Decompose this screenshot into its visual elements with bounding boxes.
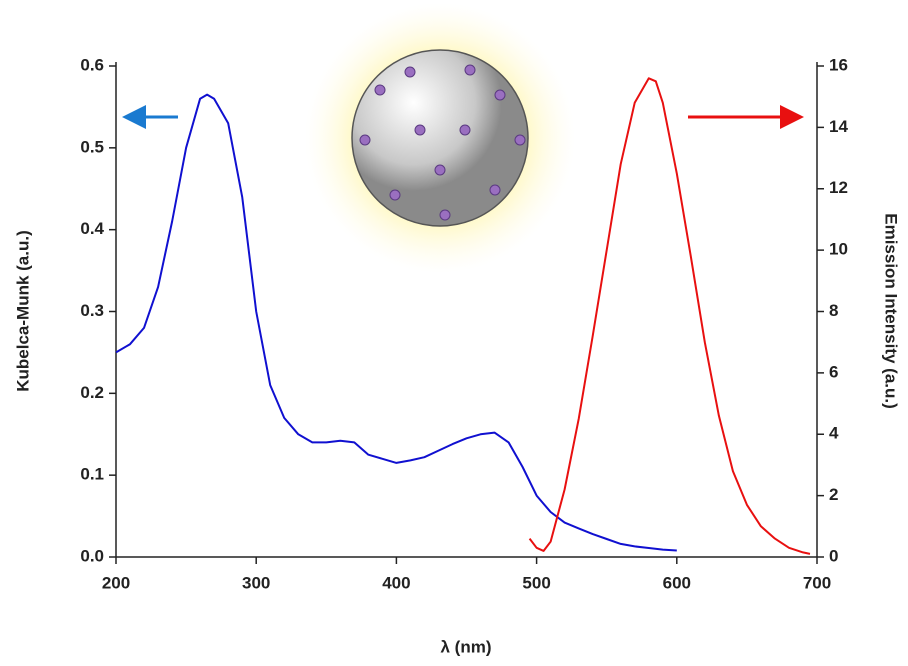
x-tick-label: 300 xyxy=(242,573,270,592)
y-tick-label: 0.4 xyxy=(80,219,104,238)
y-tick-label: 0.3 xyxy=(80,301,104,320)
y2-tick-label: 12 xyxy=(829,178,848,197)
y2-tick-label: 6 xyxy=(829,362,838,381)
data-line xyxy=(115,93,677,552)
y-tick-label: 0.2 xyxy=(80,383,104,402)
y2-tick-label: 0 xyxy=(829,546,838,565)
y2-axis-title: Emission Intensity (a.u.) xyxy=(882,213,901,409)
nanoparticle-illustration xyxy=(305,3,575,273)
x-tick-label: 500 xyxy=(522,573,550,592)
x-tick-label: 700 xyxy=(803,573,831,592)
y2-tick-label: 10 xyxy=(829,240,848,259)
x-axis-title: λ (nm) xyxy=(441,637,492,656)
y-tick-label: 0.5 xyxy=(80,137,104,156)
y-tick-label: 0.6 xyxy=(80,55,104,74)
y2-tick-label: 2 xyxy=(829,485,838,504)
y2-tick-label: 16 xyxy=(829,55,848,74)
y-axis-title: Kubelca-Munk (a.u.) xyxy=(13,230,32,392)
y2-tick-label: 4 xyxy=(829,424,839,443)
data-line xyxy=(528,77,811,555)
x-tick-label: 400 xyxy=(382,573,410,592)
y-tick-label: 0.1 xyxy=(80,465,104,484)
x-tick-label: 600 xyxy=(663,573,691,592)
x-tick-label: 200 xyxy=(102,573,130,592)
y2-tick-label: 14 xyxy=(829,117,848,136)
y2-tick-label: 8 xyxy=(829,301,838,320)
y-tick-label: 0.0 xyxy=(80,546,104,565)
